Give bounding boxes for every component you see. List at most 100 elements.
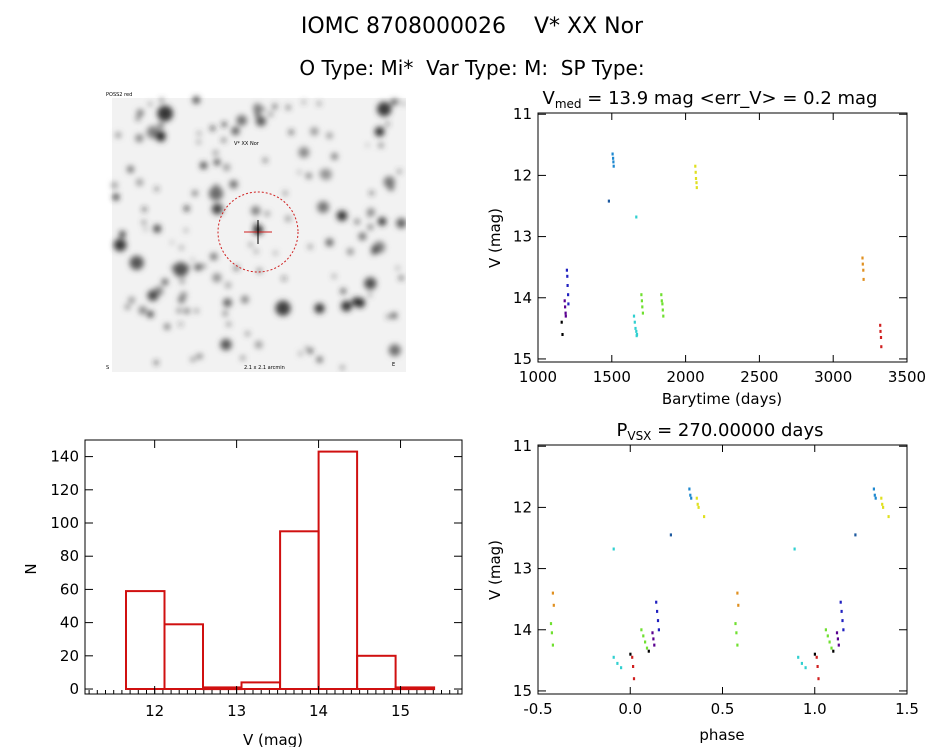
phased-curve-point <box>735 631 738 635</box>
star-blob <box>223 298 232 307</box>
histogram-bar <box>202 686 243 691</box>
phased-curve-point <box>642 634 645 638</box>
phased-curve-ylabel: V (mag) <box>486 540 504 600</box>
phased-curve-point <box>651 631 654 635</box>
histogram-ytick-label: 100 <box>50 514 79 532</box>
star-blob <box>229 180 238 189</box>
star-blob <box>395 266 400 270</box>
star-blob <box>147 311 154 318</box>
star-blob <box>231 126 240 136</box>
light-curve-point <box>662 314 665 318</box>
light-curve-xtick-label: 1500 <box>593 368 631 386</box>
star-blob <box>369 191 374 195</box>
header-title: IOMC 8708000026 V* XX Nor <box>300 14 644 39</box>
star-blob <box>341 300 352 312</box>
star-blob <box>136 178 144 186</box>
light-curve-point <box>880 345 883 349</box>
star-blob <box>200 161 208 170</box>
star-blob <box>125 304 130 310</box>
star-blob <box>138 306 147 315</box>
light-curve-point <box>862 268 865 272</box>
phased-curve-point <box>882 505 885 509</box>
light-curve-point <box>694 177 698 180</box>
star-blob <box>286 105 291 110</box>
star-blob <box>273 251 278 255</box>
light-curve-point <box>641 305 644 309</box>
star-blob <box>367 224 373 230</box>
star-blob <box>378 143 384 148</box>
title-rest: = 270.00000 days <box>651 420 823 441</box>
phased-curve-ytick-label: 11 <box>513 437 532 455</box>
star-blob <box>317 101 321 106</box>
phased-curve-point <box>887 515 890 519</box>
star-blob <box>157 105 173 122</box>
light-curve-ytick-label: 13 <box>513 228 532 246</box>
star-blob <box>367 214 371 218</box>
light-curve-xtick-label: 3000 <box>814 368 852 386</box>
star-blob <box>325 238 334 247</box>
phased-curve-point <box>551 591 554 595</box>
phased-curve-point <box>669 533 672 537</box>
phased-curve-point <box>817 677 820 681</box>
title-subscript: med <box>555 97 582 111</box>
histogram-xlabel: V (mag) <box>243 731 303 747</box>
light-curve-point <box>567 293 570 297</box>
phased-curve-chart: PVSX = 270.00000 days -0.5 0.0 0.5 1.0 1.5 11… <box>486 420 919 744</box>
phased-curve-point <box>824 628 827 632</box>
phased-curve-point <box>640 628 643 632</box>
histogram-frame <box>84 439 463 695</box>
light-curve-point <box>612 164 615 168</box>
phased-curve-point <box>881 502 884 506</box>
star-blob <box>115 132 121 138</box>
histogram-xtick-label: 15 <box>391 702 410 720</box>
finder-chart-image: POSS2 red V* XX Nor S 2.1 x 2.1 arcmin E <box>104 90 406 372</box>
star-blob <box>154 187 159 191</box>
histogram-bar <box>356 654 397 690</box>
star-blob <box>263 158 268 163</box>
phased-curve-point <box>835 631 839 635</box>
light-curve-ytick-label: 11 <box>513 105 532 123</box>
light-curve-point <box>695 186 698 190</box>
star-blob <box>264 211 270 217</box>
light-curve-point <box>564 311 567 315</box>
star-blob <box>179 322 183 326</box>
histogram-ytick-label: 80 <box>60 547 79 565</box>
phased-curve-point <box>873 493 876 497</box>
phased-curve-point <box>551 643 554 647</box>
star-blob <box>385 122 390 126</box>
star-blob <box>211 203 223 215</box>
star-blob <box>368 293 372 297</box>
phased-curve-point <box>629 652 632 656</box>
star-blob <box>397 169 402 174</box>
star-blob <box>184 308 190 314</box>
phased-curve-point <box>644 640 647 644</box>
light-curve-point <box>564 314 567 318</box>
star-blob <box>314 303 325 314</box>
star-blob <box>383 176 395 188</box>
star-blob <box>317 201 329 213</box>
phased-curve-point <box>793 547 796 551</box>
star-blob <box>186 265 190 269</box>
star-blob <box>222 311 228 316</box>
light-curve-point <box>879 336 883 339</box>
star-blob <box>251 206 261 216</box>
phased-curve-point <box>880 496 883 500</box>
star-blob <box>157 122 164 129</box>
phased-curve-point <box>703 515 706 519</box>
star-blob <box>170 241 174 244</box>
light-curve-point <box>634 326 637 330</box>
star-blob <box>241 295 249 304</box>
phased-curve-point <box>695 496 698 500</box>
star-blob <box>136 109 144 117</box>
star-blob <box>240 355 245 361</box>
light-curve-point <box>565 268 568 272</box>
star-blob <box>202 264 206 268</box>
star-blob <box>164 323 170 330</box>
light-curve-title: Vmed = 13.9 mag <err_V> = 0.2 mag <box>543 88 878 111</box>
star-blob <box>148 102 152 106</box>
light-curve-point <box>632 314 636 318</box>
star-blob <box>176 308 182 314</box>
light-curve-point <box>612 160 615 164</box>
star-blob <box>399 275 404 281</box>
phased-curve-xtick-label: 1.0 <box>803 700 827 718</box>
